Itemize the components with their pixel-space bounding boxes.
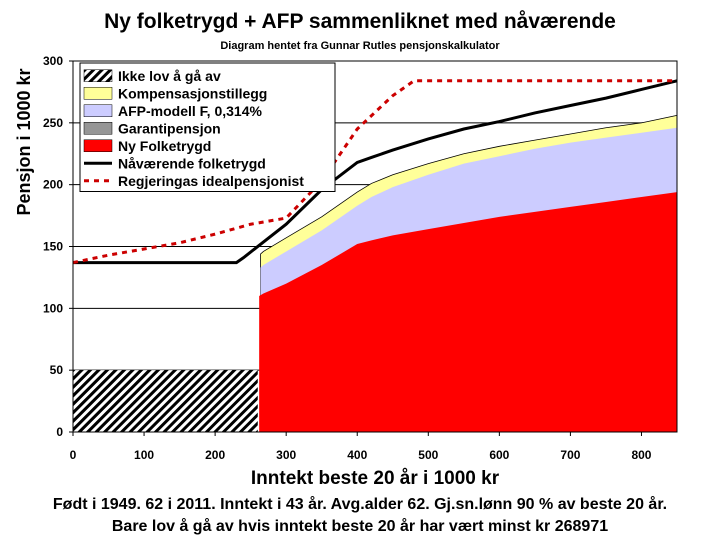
x-tick-label-700: 700 bbox=[560, 448, 580, 462]
y-axis-label: Pensjon i 1000 kr bbox=[14, 68, 34, 215]
y-tick-label-250: 250 bbox=[43, 116, 63, 130]
x-tick-label-400: 400 bbox=[347, 448, 367, 462]
chart-subtitle: Diagram hentet fra Gunnar Rutles pensjon… bbox=[220, 40, 500, 52]
line-idealpensjonist bbox=[72, 79, 677, 265]
areas bbox=[73, 114, 678, 433]
legend-swatch-kompensasjon bbox=[83, 87, 113, 100]
y-tick-label-300: 300 bbox=[43, 54, 63, 68]
area-ikke-lov bbox=[73, 370, 258, 432]
legend-label-ny_folketrygd: Ny Folketrygd bbox=[118, 138, 211, 154]
x-tick-label-600: 600 bbox=[489, 448, 509, 462]
legend-swatch-ikke_lov bbox=[83, 69, 113, 82]
footer-line-2: Bare lov å gå av hvis inntekt beste 20 å… bbox=[111, 518, 609, 535]
x-tick-label-0: 0 bbox=[70, 448, 77, 462]
legend-label-afp: AFP-modell F, 0,314% bbox=[118, 103, 262, 119]
legend-swatch-afp bbox=[83, 104, 113, 117]
legend-label-kompensasjon: Kompensasjonstillegg bbox=[118, 85, 267, 101]
legend-box bbox=[79, 62, 336, 192]
y-tick-label-0: 0 bbox=[56, 425, 63, 439]
legend-swatch-garanti bbox=[83, 122, 113, 135]
ticks: 0 50 100 150 200 250 300 0 100 200 300 400 500 600 700… bbox=[43, 54, 652, 462]
y-tick-label-150: 150 bbox=[43, 240, 63, 254]
legend-label-navaerende: Nåværende folketrygd bbox=[118, 155, 266, 171]
footer-line-1: Født i 1949. 62 i 2011. Inntekt i 43 år.… bbox=[52, 496, 668, 513]
y-tick-label-100: 100 bbox=[43, 301, 63, 315]
x-tick-label-800: 800 bbox=[631, 448, 651, 462]
y-tick-label-50: 50 bbox=[50, 363, 64, 377]
chart-title: Ny folketrygd + AFP sammenliknet med nåv… bbox=[104, 10, 616, 33]
x-tick-label-200: 200 bbox=[205, 448, 225, 462]
legend-swatch-ny_folketrygd bbox=[83, 139, 113, 152]
legend-label-garanti: Garantipensjon bbox=[118, 120, 221, 136]
x-tick-label-300: 300 bbox=[276, 448, 296, 462]
x-tick-label-500: 500 bbox=[418, 448, 438, 462]
legend-label-ikke_lov: Ikke lov å gå av bbox=[118, 68, 221, 84]
legend-label-idealpensjonist: Regjeringas idealpensjonist bbox=[118, 173, 304, 189]
line-naavaerende-folketrygd bbox=[73, 79, 678, 265]
x-tick-label-100: 100 bbox=[134, 448, 154, 462]
area-ny-folketrygd bbox=[259, 192, 677, 432]
x-axis-label: Inntekt beste 20 år i 1000 kr bbox=[251, 468, 500, 489]
lines bbox=[72, 79, 678, 265]
y-tick-label-200: 200 bbox=[43, 178, 63, 192]
